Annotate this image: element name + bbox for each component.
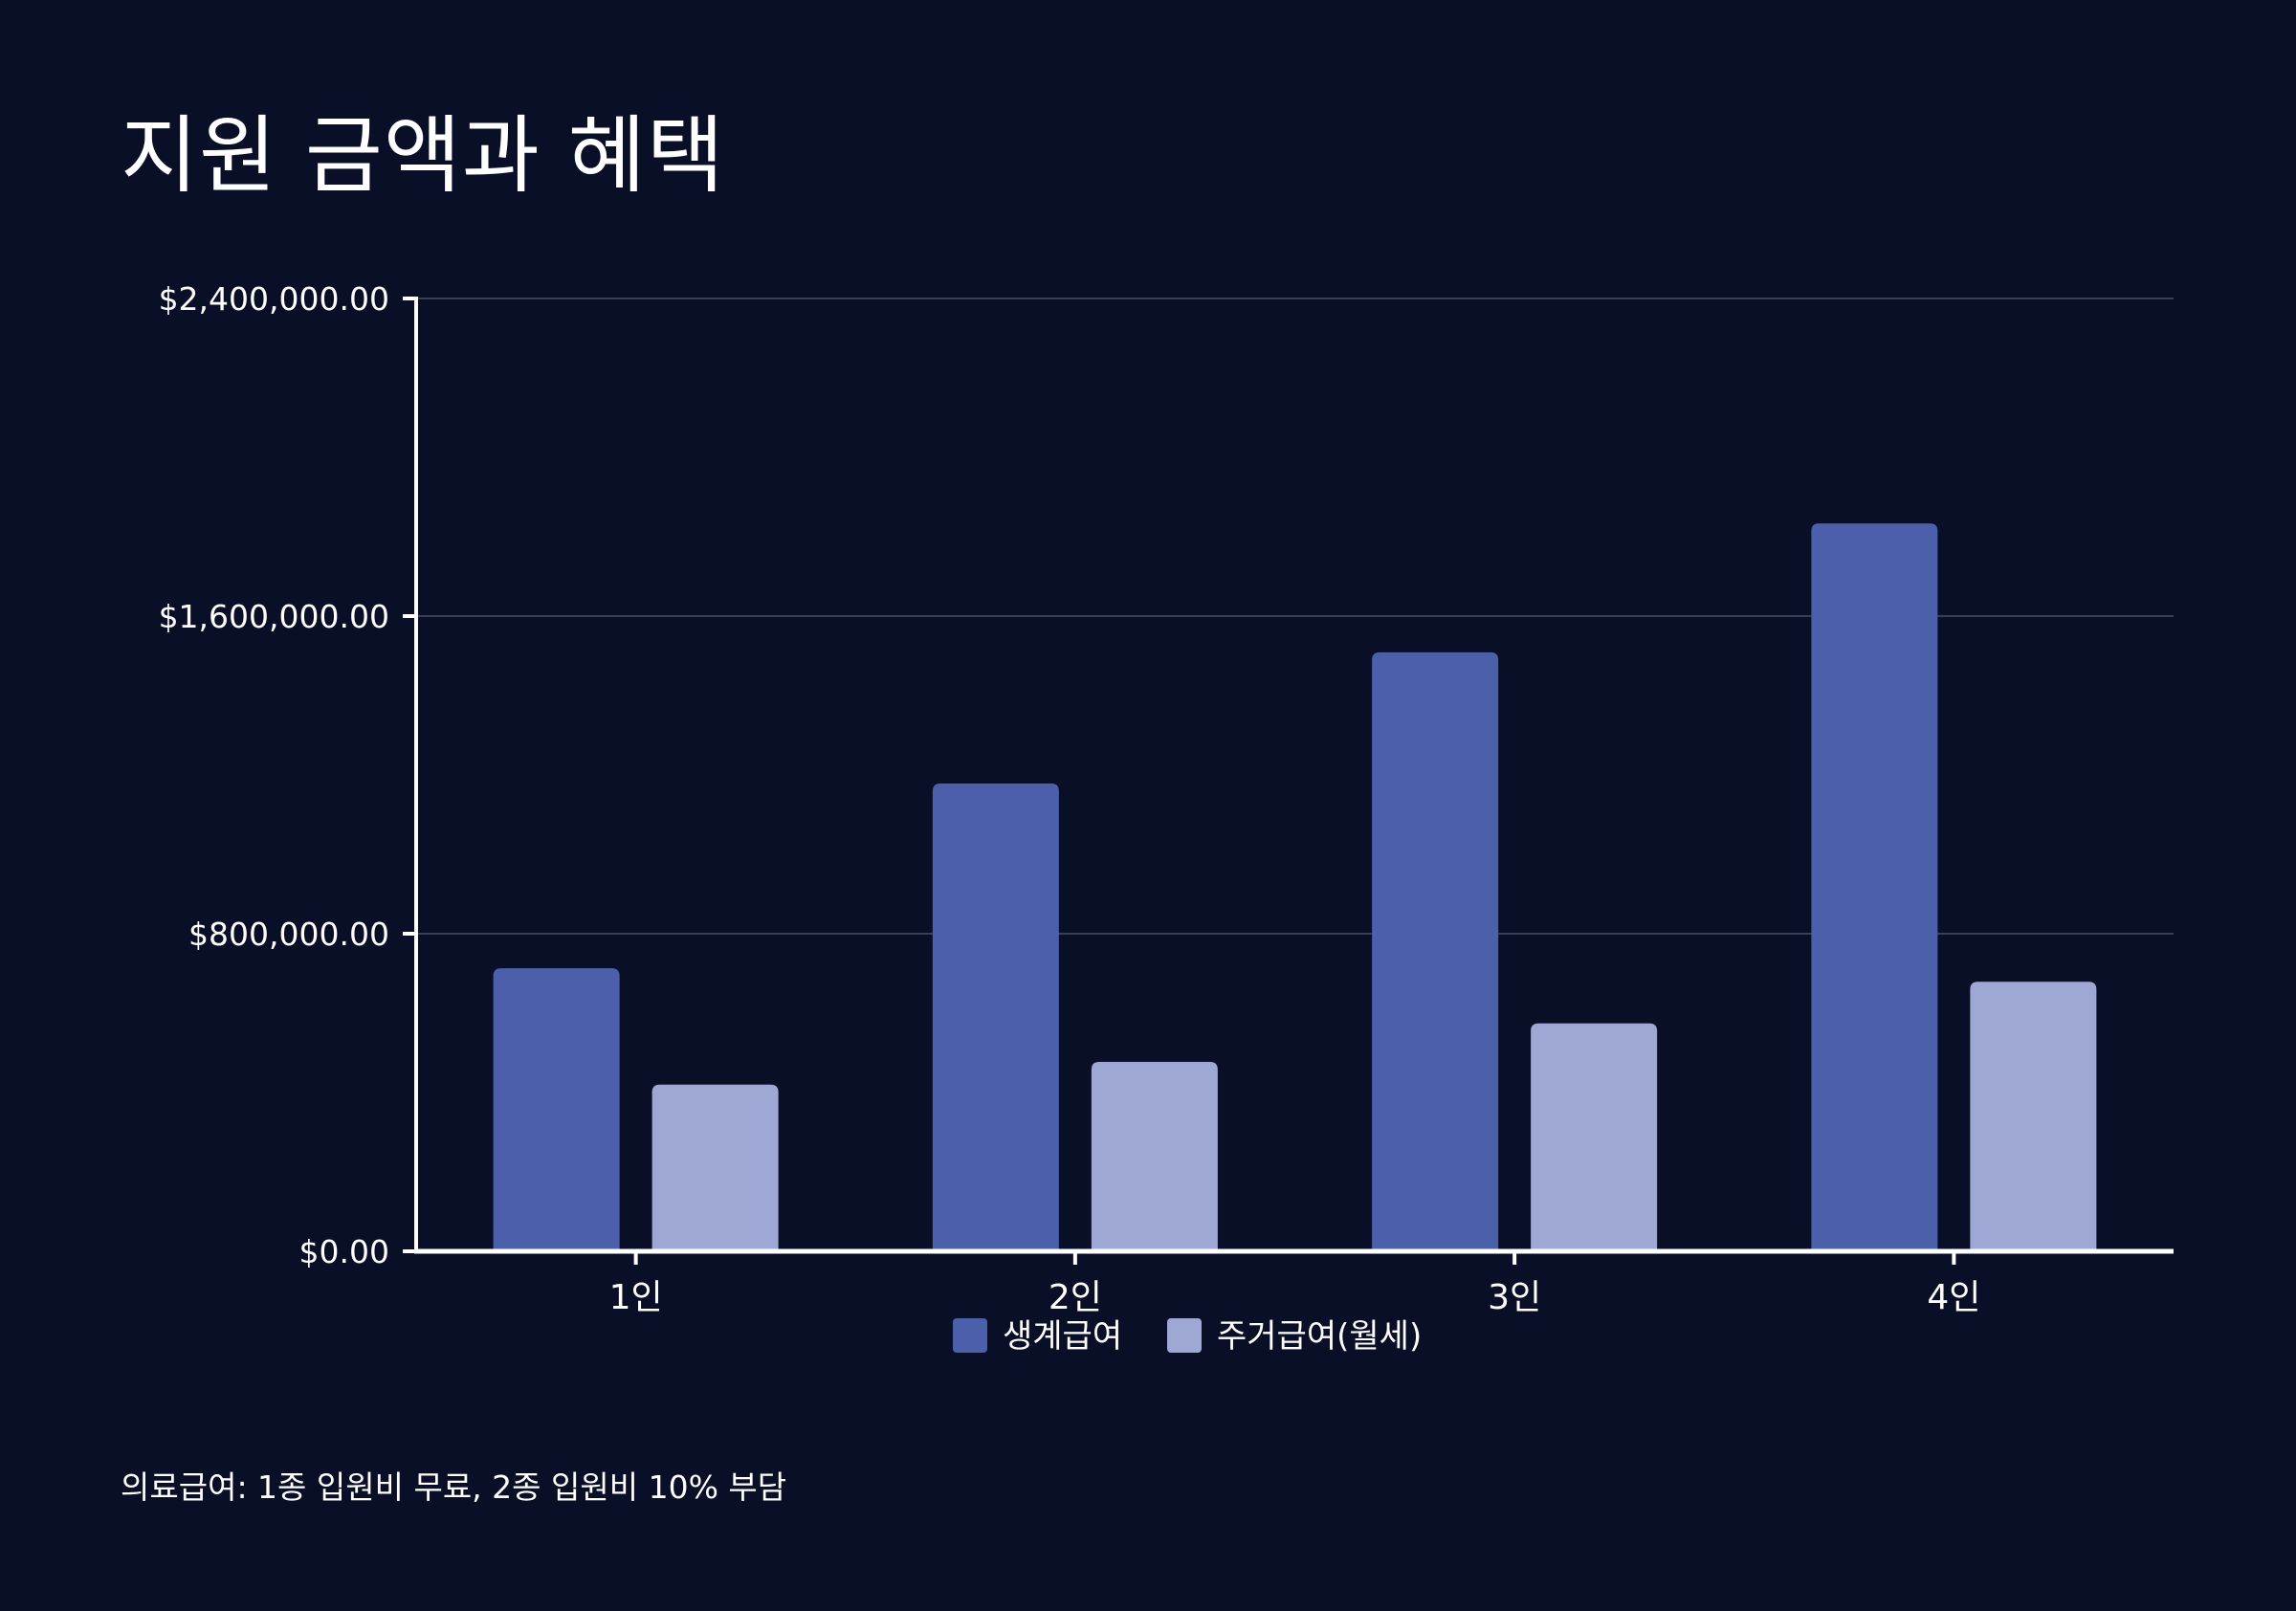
legend-label-1: 생계급여: [1003, 1317, 1122, 1356]
bar-series2-1: [651, 1084, 779, 1251]
bar-series2-3: [1531, 1023, 1658, 1251]
y-tick-label: $2,400,000.00: [159, 280, 389, 318]
x-tick-label: 3인: [1488, 1278, 1541, 1317]
x-tick-label: 2인: [1049, 1278, 1102, 1317]
y-tick-label: $800,000.00: [188, 916, 389, 953]
bar-series1-3: [1372, 651, 1499, 1251]
page-title: 지원 금액과 혜택: [121, 106, 725, 205]
legend-label-2: 주거급여(월세): [1217, 1317, 1422, 1356]
x-tick-labels: 1인 2인 3인 4인: [609, 1278, 1981, 1317]
bar-series1-1: [493, 968, 620, 1251]
axes: [403, 297, 2174, 1265]
x-tick-label: 1인: [609, 1278, 663, 1317]
bar-series2-2: [1091, 1062, 1218, 1251]
bar-series2-4: [1970, 982, 2097, 1251]
y-tick-label: $1,600,000.00: [159, 598, 389, 635]
legend: 생계급여 주거급여(월세): [953, 1317, 1422, 1356]
legend-swatch-1: [953, 1318, 987, 1353]
y-tick-label: $0.00: [299, 1233, 389, 1270]
bars: [493, 523, 2097, 1251]
y-tick-labels: $0.00 $800,000.00 $1,600,000.00 $2,400,000.…: [159, 280, 389, 1270]
legend-swatch-2: [1167, 1318, 1202, 1353]
footnote: 의료급여: 1종 입원비 무료, 2종 입원비 10% 부담: [121, 1468, 787, 1506]
bar-series1-2: [932, 783, 1059, 1251]
x-tick-label: 4인: [1927, 1278, 1980, 1317]
bar-series1-4: [1811, 523, 1938, 1251]
